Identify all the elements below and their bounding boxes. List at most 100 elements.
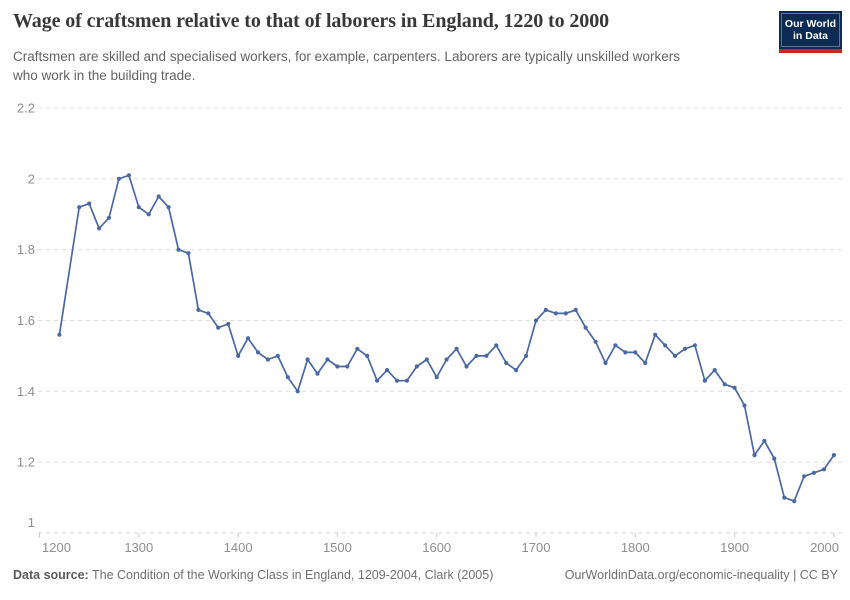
y-axis-tick-label: 1.4: [17, 384, 35, 399]
page-title: Wage of craftsmen relative to that of la…: [13, 10, 609, 32]
data-point-1750[interactable]: [583, 325, 588, 330]
data-point-1660[interactable]: [494, 343, 499, 348]
data-point-2000[interactable]: [831, 453, 837, 458]
data-point-1760[interactable]: [593, 339, 598, 344]
data-point-1350[interactable]: [186, 251, 191, 256]
data-point-1400[interactable]: [236, 353, 241, 358]
owid-logo-box: Our World in Data: [779, 11, 842, 49]
data-point-1280[interactable]: [116, 176, 121, 181]
data-point-1310[interactable]: [146, 212, 151, 217]
data-point-1820[interactable]: [653, 332, 658, 337]
data-point-1270[interactable]: [106, 215, 112, 220]
x-axis-tick-label: 1300: [124, 540, 153, 555]
wage-ratio-line: [58, 174, 835, 502]
data-point-1300[interactable]: [136, 205, 141, 210]
data-point-1610[interactable]: [444, 357, 449, 362]
data-point-1600[interactable]: [434, 375, 439, 380]
data-point-1370[interactable]: [206, 311, 211, 316]
data-point-1670[interactable]: [504, 360, 509, 366]
data-point-1450[interactable]: [285, 375, 290, 380]
x-axis-tick-label: 1600: [422, 540, 451, 555]
data-point-1340[interactable]: [176, 247, 181, 252]
data-point-1590[interactable]: [424, 357, 429, 362]
chart-footer: Data source: The Condition of the Workin…: [13, 568, 838, 582]
data-point-1970[interactable]: [802, 474, 807, 479]
data-point-1940[interactable]: [772, 456, 777, 461]
data-point-1870[interactable]: [702, 378, 707, 383]
data-point-1630[interactable]: [464, 364, 469, 369]
data-point-1950[interactable]: [782, 495, 787, 500]
data-point-1290[interactable]: [126, 173, 131, 178]
data-point-1960[interactable]: [792, 499, 797, 504]
owid-link[interactable]: OurWorldinData.org/economic-inequality |…: [564, 568, 838, 582]
data-point-1430[interactable]: [265, 357, 270, 362]
owid-logo[interactable]: Our World in Data: [779, 11, 842, 53]
y-axis-tick-label: 2: [28, 171, 35, 186]
data-point-1720[interactable]: [553, 311, 559, 316]
data-point-1810[interactable]: [643, 360, 648, 366]
data-point-1500[interactable]: [335, 364, 340, 369]
chart-subtitle: Craftsmen are skilled and specialised wo…: [13, 47, 773, 85]
data-point-1460[interactable]: [295, 389, 300, 394]
data-point-1930[interactable]: [762, 438, 767, 443]
data-point-1850[interactable]: [682, 346, 688, 351]
data-point-1730[interactable]: [563, 311, 568, 316]
data-point-1420[interactable]: [255, 350, 261, 355]
data-point-1910[interactable]: [742, 403, 747, 408]
data-point-1740[interactable]: [573, 307, 578, 312]
data-point-1640[interactable]: [474, 353, 479, 358]
data-point-1580[interactable]: [414, 364, 419, 369]
data-point-1470[interactable]: [305, 357, 310, 362]
data-point-1620[interactable]: [454, 346, 459, 351]
data-point-1990[interactable]: [821, 467, 827, 472]
chart-subtitle-line-2: who work in the building trade.: [13, 68, 196, 83]
data-point-1700[interactable]: [533, 318, 539, 323]
data-point-1250[interactable]: [87, 201, 92, 206]
data-point-1840[interactable]: [672, 353, 678, 358]
data-point-1690[interactable]: [524, 353, 529, 358]
data-point-1440[interactable]: [275, 353, 280, 358]
data-point-1920[interactable]: [752, 453, 757, 458]
data-point-1390[interactable]: [226, 321, 231, 327]
data-point-1880[interactable]: [712, 368, 717, 373]
data-point-1980[interactable]: [811, 470, 817, 475]
data-point-1680[interactable]: [514, 368, 519, 373]
data-point-1710[interactable]: [543, 307, 549, 312]
data-point-1410[interactable]: [245, 336, 251, 341]
x-axis-tick-label: 1700: [522, 540, 551, 555]
data-point-1560[interactable]: [394, 378, 400, 383]
y-axis-tick-label: 1.2: [17, 455, 35, 470]
data-point-1520[interactable]: [355, 346, 360, 351]
data-point-1330[interactable]: [166, 205, 171, 210]
x-axis-tick-label: 2000: [810, 540, 839, 555]
data-point-1550[interactable]: [385, 368, 390, 373]
y-axis-tick-label: 1.6: [17, 313, 35, 328]
data-point-1540[interactable]: [375, 378, 380, 383]
data-point-1860[interactable]: [692, 343, 698, 348]
data-point-1480[interactable]: [315, 371, 320, 376]
data-point-1510[interactable]: [345, 364, 350, 369]
y-axis-tick-label: 1: [28, 515, 35, 530]
data-point-1900[interactable]: [732, 385, 737, 390]
data-point-1490[interactable]: [325, 357, 330, 362]
data-point-1890[interactable]: [722, 382, 727, 387]
data-point-1320[interactable]: [156, 194, 161, 199]
data-point-1570[interactable]: [404, 378, 409, 383]
data-point-1830[interactable]: [663, 343, 668, 348]
data-point-1260[interactable]: [97, 226, 102, 231]
data-point-1240[interactable]: [77, 205, 82, 210]
data-point-1800[interactable]: [633, 350, 638, 355]
data-point-1530[interactable]: [365, 353, 370, 358]
data-point-1780[interactable]: [613, 343, 618, 348]
x-axis-tick-label: 1200: [42, 540, 71, 555]
x-axis-tick-label: 1500: [323, 540, 352, 555]
data-point-1770[interactable]: [603, 360, 608, 366]
data-point-1650[interactable]: [484, 353, 489, 358]
data-point-1790[interactable]: [623, 350, 628, 355]
data-point-1220[interactable]: [57, 332, 62, 337]
data-source-note: Data source: The Condition of the Workin…: [13, 568, 493, 582]
owid-logo-red-bar: [779, 49, 842, 53]
data-point-1360[interactable]: [196, 307, 201, 312]
data-point-1380[interactable]: [216, 325, 221, 330]
